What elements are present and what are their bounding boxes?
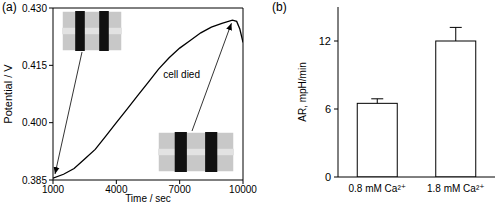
inset-background <box>62 11 122 51</box>
x-axis-label: Time / sec <box>125 193 171 204</box>
y-axis-label: AR, mpH/min <box>297 62 308 121</box>
y-tick <box>334 177 338 178</box>
error-bar <box>371 99 383 104</box>
inset-background <box>158 132 234 172</box>
y-tick <box>334 109 338 110</box>
inset-electrode <box>175 132 187 172</box>
frame-right <box>243 8 244 180</box>
error-bar <box>450 27 462 41</box>
inset-electrode <box>205 132 217 172</box>
error-bar-stem <box>455 27 456 41</box>
y-axis <box>53 8 54 180</box>
error-bar-cap <box>450 27 462 28</box>
error-bar-stem <box>377 99 378 104</box>
category-label: 1.8 mM Ca²⁺ <box>427 183 485 194</box>
inset-image <box>62 11 122 51</box>
y-tick-label: 0.400 <box>22 117 47 128</box>
figure: (a)0.3850.4000.4150.43010004000700010000… <box>0 0 500 204</box>
y-tick-label: 0.415 <box>22 60 47 71</box>
potential-line <box>53 20 243 178</box>
plot-area <box>357 27 476 177</box>
x-tick-label: 1000 <box>42 184 65 195</box>
category-label: 0.8 mM Ca²⁺ <box>348 183 406 194</box>
y-tick <box>49 65 53 66</box>
plot-area <box>53 20 243 178</box>
y-tick-label: 0 <box>325 171 331 183</box>
bar <box>357 103 397 177</box>
y-tick <box>49 180 53 181</box>
bar <box>436 41 476 177</box>
inset-image <box>158 132 234 172</box>
arrow <box>55 52 82 174</box>
y-tick <box>49 122 53 123</box>
x-axis <box>53 180 243 181</box>
panel-label: (a) <box>2 0 17 14</box>
y-tick-label: 12 <box>319 35 331 47</box>
x-tick-label: 10000 <box>229 184 257 195</box>
y-axis <box>338 7 339 177</box>
y-axis-label: Potential / V <box>2 64 14 124</box>
inset-channel <box>62 28 122 34</box>
y-tick-label: 6 <box>325 103 331 115</box>
inset-channel <box>158 149 234 155</box>
y-tick <box>334 41 338 42</box>
frame-top <box>53 8 243 9</box>
inset-electrode <box>99 11 109 51</box>
y-tick-label: 0.430 <box>22 3 47 14</box>
inset-electrode <box>75 11 85 51</box>
error-bar-cap <box>371 98 383 99</box>
panel-b: (b) 0.8 mM Ca²⁺ 1.8 mM Ca²⁺ 0 6 12 AR, mpH/min <box>272 0 495 194</box>
annotation: cell died <box>163 69 200 80</box>
x-axis <box>338 177 495 178</box>
y-tick <box>49 8 53 9</box>
panel-a: (a)0.3850.4000.4150.43010004000700010000… <box>2 0 257 204</box>
x-tick-label: 7000 <box>169 184 192 195</box>
panel-label: (b) <box>272 0 287 14</box>
